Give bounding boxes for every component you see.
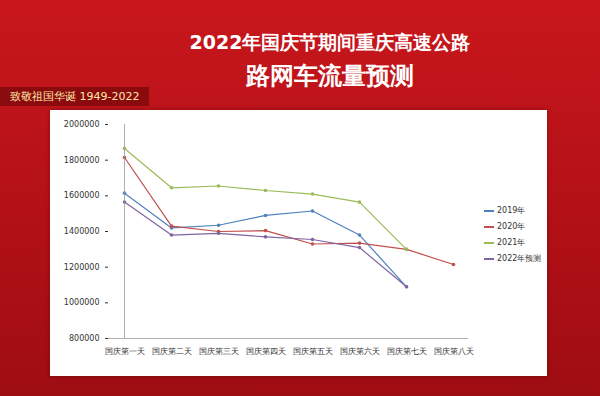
svg-text:1200000: 1200000: [64, 263, 100, 272]
svg-text:1400000: 1400000: [64, 227, 100, 236]
html-text:2019年: 2019年: [497, 206, 526, 215]
svg-text:国庆第二天: 国庆第二天: [152, 347, 192, 356]
svg-text:1000000: 1000000: [64, 298, 100, 307]
svg-text:国庆第五天: 国庆第五天: [293, 347, 333, 356]
svg-text:国庆第七天: 国庆第七天: [387, 347, 427, 356]
html-text:2022年国庆节期间重庆高速公路: 2022年国庆节期间重庆高速公路: [189, 31, 471, 53]
html-text:2021年: 2021年: [497, 238, 526, 247]
svg-text:国庆第八天: 国庆第八天: [434, 347, 474, 356]
svg-text:1800000: 1800000: [64, 156, 100, 165]
html-text:路网车流量预测: 路网车流量预测: [246, 62, 414, 90]
svg-text:1600000: 1600000: [64, 191, 100, 200]
html-text:致敬祖国华诞 1949-2022: 致敬祖国华诞 1949-2022: [10, 90, 140, 103]
html-text:2020年: 2020年: [497, 222, 526, 231]
svg-text:国庆第三天: 国庆第三天: [199, 347, 239, 356]
svg-text:800000: 800000: [69, 334, 100, 343]
svg-text:国庆第四天: 国庆第四天: [246, 347, 286, 356]
svg-text:国庆第一天: 国庆第一天: [105, 347, 145, 356]
html-text:2022年预测: 2022年预测: [497, 254, 542, 263]
svg-text:国庆第六天: 国庆第六天: [340, 347, 380, 356]
svg-text:2000000: 2000000: [64, 120, 100, 129]
